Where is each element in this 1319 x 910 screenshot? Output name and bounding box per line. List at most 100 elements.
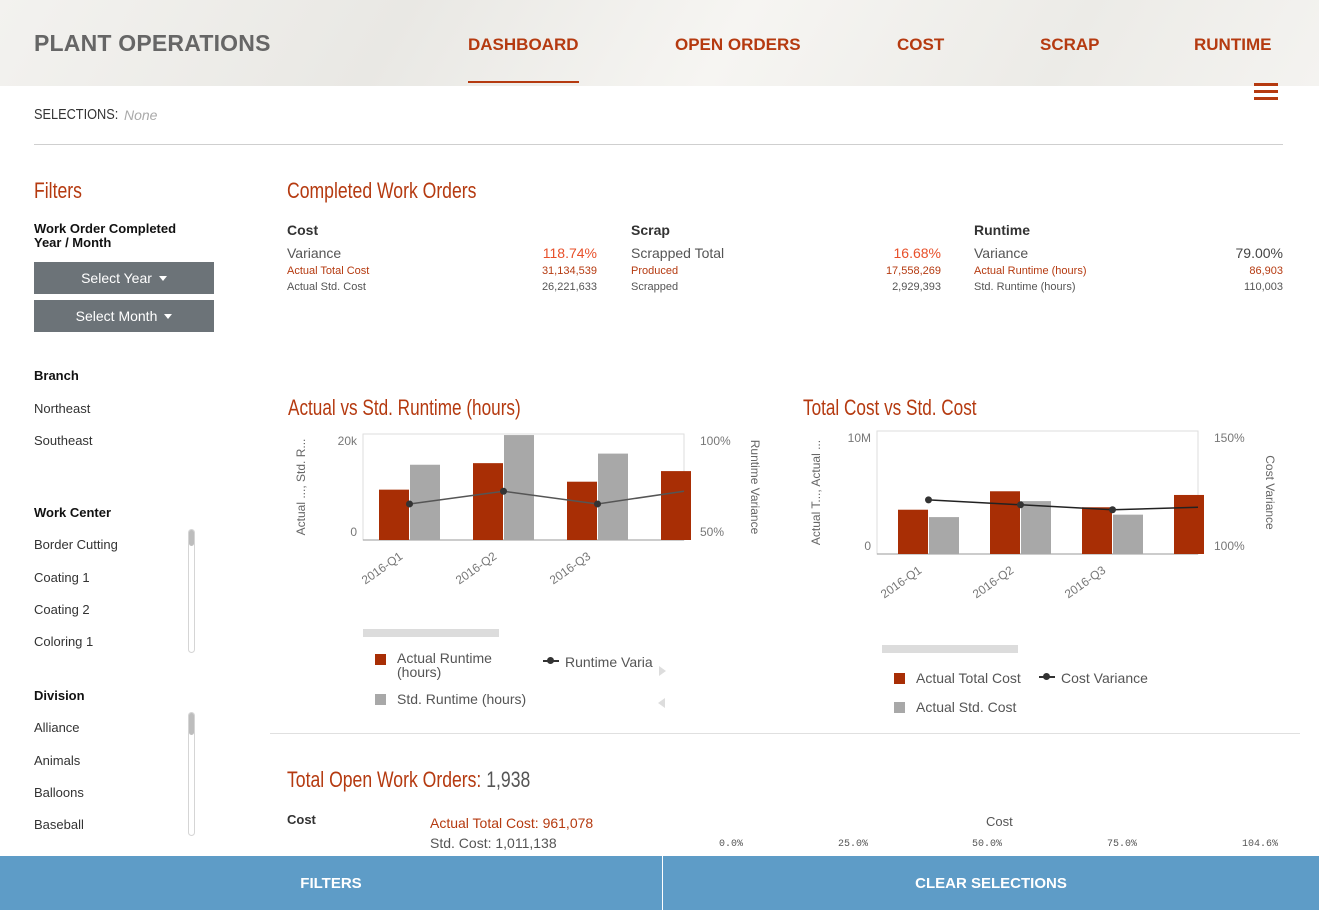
legend-label: Actual Std. Cost [916,699,1017,715]
x-tick-label: 2016-Q2 [970,563,1017,601]
gauge-tick-label: 25.0% [838,839,869,850]
kpi-label: Produced [631,265,679,277]
bar-actual-std-cost [1021,501,1051,554]
kpi-value: 79.00% [1235,245,1283,261]
clear-selections-button[interactable]: CLEAR SELECTIONS [663,856,1319,910]
legend-actual-std-cost[interactable]: Actual Std. Cost [894,699,1016,715]
y-tick-label: 10M [848,431,871,445]
legend-runtime-variance[interactable]: Runtime Varia [543,654,653,670]
gauge-tick-label: 104.6% [1242,839,1279,850]
bar-actual-total-cost [898,509,928,554]
nav-tab-cost[interactable]: COST [897,35,945,54]
work-center-item-coating-2[interactable]: Coating 2 [34,602,90,617]
legend-swatch [894,702,905,713]
bar-actual-total-cost [1174,494,1204,554]
y2-tick-label: 100% [700,434,731,448]
work-center-item-coating-1[interactable]: Coating 1 [34,570,90,585]
filters-button[interactable]: FILTERS [0,856,662,910]
kpi-value: 2,929,393 [892,281,941,293]
branch-item-northeast[interactable]: Northeast [34,401,91,416]
gauge-tick-label: 50.0% [972,839,1003,850]
legend-swatch [894,673,905,684]
gauge-tick-label: 0.0% [719,839,744,850]
runtime-legend-scrollbar[interactable] [363,629,499,637]
completed-work-orders-title: Completed Work Orders [287,178,477,203]
bar-actual-std-cost [929,517,959,554]
division-item-baseball[interactable]: Baseball [34,817,84,832]
legend-swatch [375,694,386,705]
kpi-scrapped-total: Scrapped Total 16.68% [631,245,941,261]
open-actual-total-cost: Actual Total Cost: 961,078 [430,815,594,831]
division-item-animals[interactable]: Animals [34,753,81,768]
y-tick-label: 0 [350,525,357,539]
y-tick-label: 20k [338,434,358,448]
kpi-scrapped: Scrapped 2,929,393 [631,281,941,293]
kpi-value: 31,134,539 [541,265,597,277]
select-year-button[interactable]: Select Year [34,262,214,294]
kpi-label: Actual Std. Cost [287,281,366,293]
legend-prev-arrow-icon[interactable] [658,698,665,708]
y-axis-title: Actual ..., Std. R... [294,439,308,536]
work-center-scrollbar[interactable] [188,529,195,653]
kpi-value: 86,903 [1249,265,1283,277]
caret-down-icon [164,313,173,319]
legend-next-arrow-icon[interactable] [659,666,666,676]
gauge-tick-label: 75.0% [1107,839,1138,850]
kpi-actual-total-cost: Actual Total Cost 31,134,539 [287,265,597,277]
line-point [925,496,932,504]
legend-label: Actual Total Cost [916,670,1021,686]
y2-axis-title: Cost Variance [1263,455,1277,530]
select-year-label: Select Year [81,270,152,286]
work-center-scroll-thumb[interactable] [189,530,194,546]
select-month-button[interactable]: Select Month [34,300,214,332]
legend-line-marker [543,654,559,666]
kpi-actual-std-cost: Actual Std. Cost 26,221,633 [287,281,597,293]
filters-title: Filters [34,178,82,203]
kpi-label: Variance [974,245,1029,261]
cost-chart[interactable]: 10M 0 150% 100% Actual T..., Actual ... Cost … [800,425,1300,625]
y2-axis-title: Runtime Variance [748,440,762,535]
work-center-item-coloring-1[interactable]: Coloring 1 [34,634,94,649]
kpi-std-runtime: Std. Runtime (hours) 110,003 [974,281,1283,293]
legend-actual-total-cost[interactable]: Actual Total Cost [894,670,1021,686]
nav-tab-open-orders[interactable]: OPEN ORDERS [675,35,801,54]
kpi-value: 118.74% [542,245,597,261]
legend-cost-variance[interactable]: Cost Variance [1039,670,1148,686]
header-divider [34,144,1283,145]
section-divider [270,733,1300,734]
hamburger-menu-icon[interactable] [1254,83,1278,103]
bar-actual-runtime-hours- [379,489,409,540]
date-filter-title: Work Order Completed Year / Month [34,221,177,250]
nav-tab-scrap[interactable]: SCRAP [1040,35,1100,54]
division-scrollbar[interactable] [188,712,195,836]
division-scroll-thumb[interactable] [189,713,194,735]
y-tick-label: 0 [864,539,871,553]
runtime-chart[interactable]: 20k 0 100% 50% Actual ..., Std. R... Runtime … [285,425,785,625]
kpi-label: Actual Runtime (hours) [974,265,1087,277]
line-point [406,500,413,508]
app-title: PLANT OPERATIONS [34,30,271,56]
caret-down-icon [158,275,167,281]
division-item-balloons[interactable]: Balloons [34,785,84,800]
line-cost-variance [928,499,1199,511]
kpi-value: 110,003 [1244,281,1283,293]
kpi-actual-runtime: Actual Runtime (hours) 86,903 [974,265,1283,277]
x-tick-label: 2016-Q1 [878,563,925,601]
x-tick-label: 2016-Q3 [1062,563,1109,601]
nav-tab-runtime[interactable]: RUNTIME [1194,35,1272,54]
y2-tick-label: 50% [700,525,724,539]
bar-std-runtime-hours- [598,453,628,540]
selections-label: SELECTIONS: [34,106,119,123]
work-center-item-border-cutting[interactable]: Border Cutting [34,537,118,552]
kpi-cost-variance: Variance 118.74% [287,245,597,261]
kpi-value: 26,221,633 [541,281,597,293]
kpi-cost-heading: Cost [287,222,319,238]
nav-tab-dashboard[interactable]: DASHBOARD [468,35,579,83]
division-item-alliance[interactable]: Alliance [34,720,80,735]
cost-legend-scrollbar[interactable] [882,645,1018,653]
legend-actual-runtime[interactable]: Actual Runtime (hours) [375,651,507,679]
legend-std-runtime[interactable]: Std. Runtime (hours) [375,691,526,707]
bar-actual-total-cost [1082,507,1112,554]
branch-item-southeast[interactable]: Southeast [34,433,93,448]
app-header: PLANT OPERATIONS DASHBOARD OPEN ORDERS C… [0,0,1319,86]
